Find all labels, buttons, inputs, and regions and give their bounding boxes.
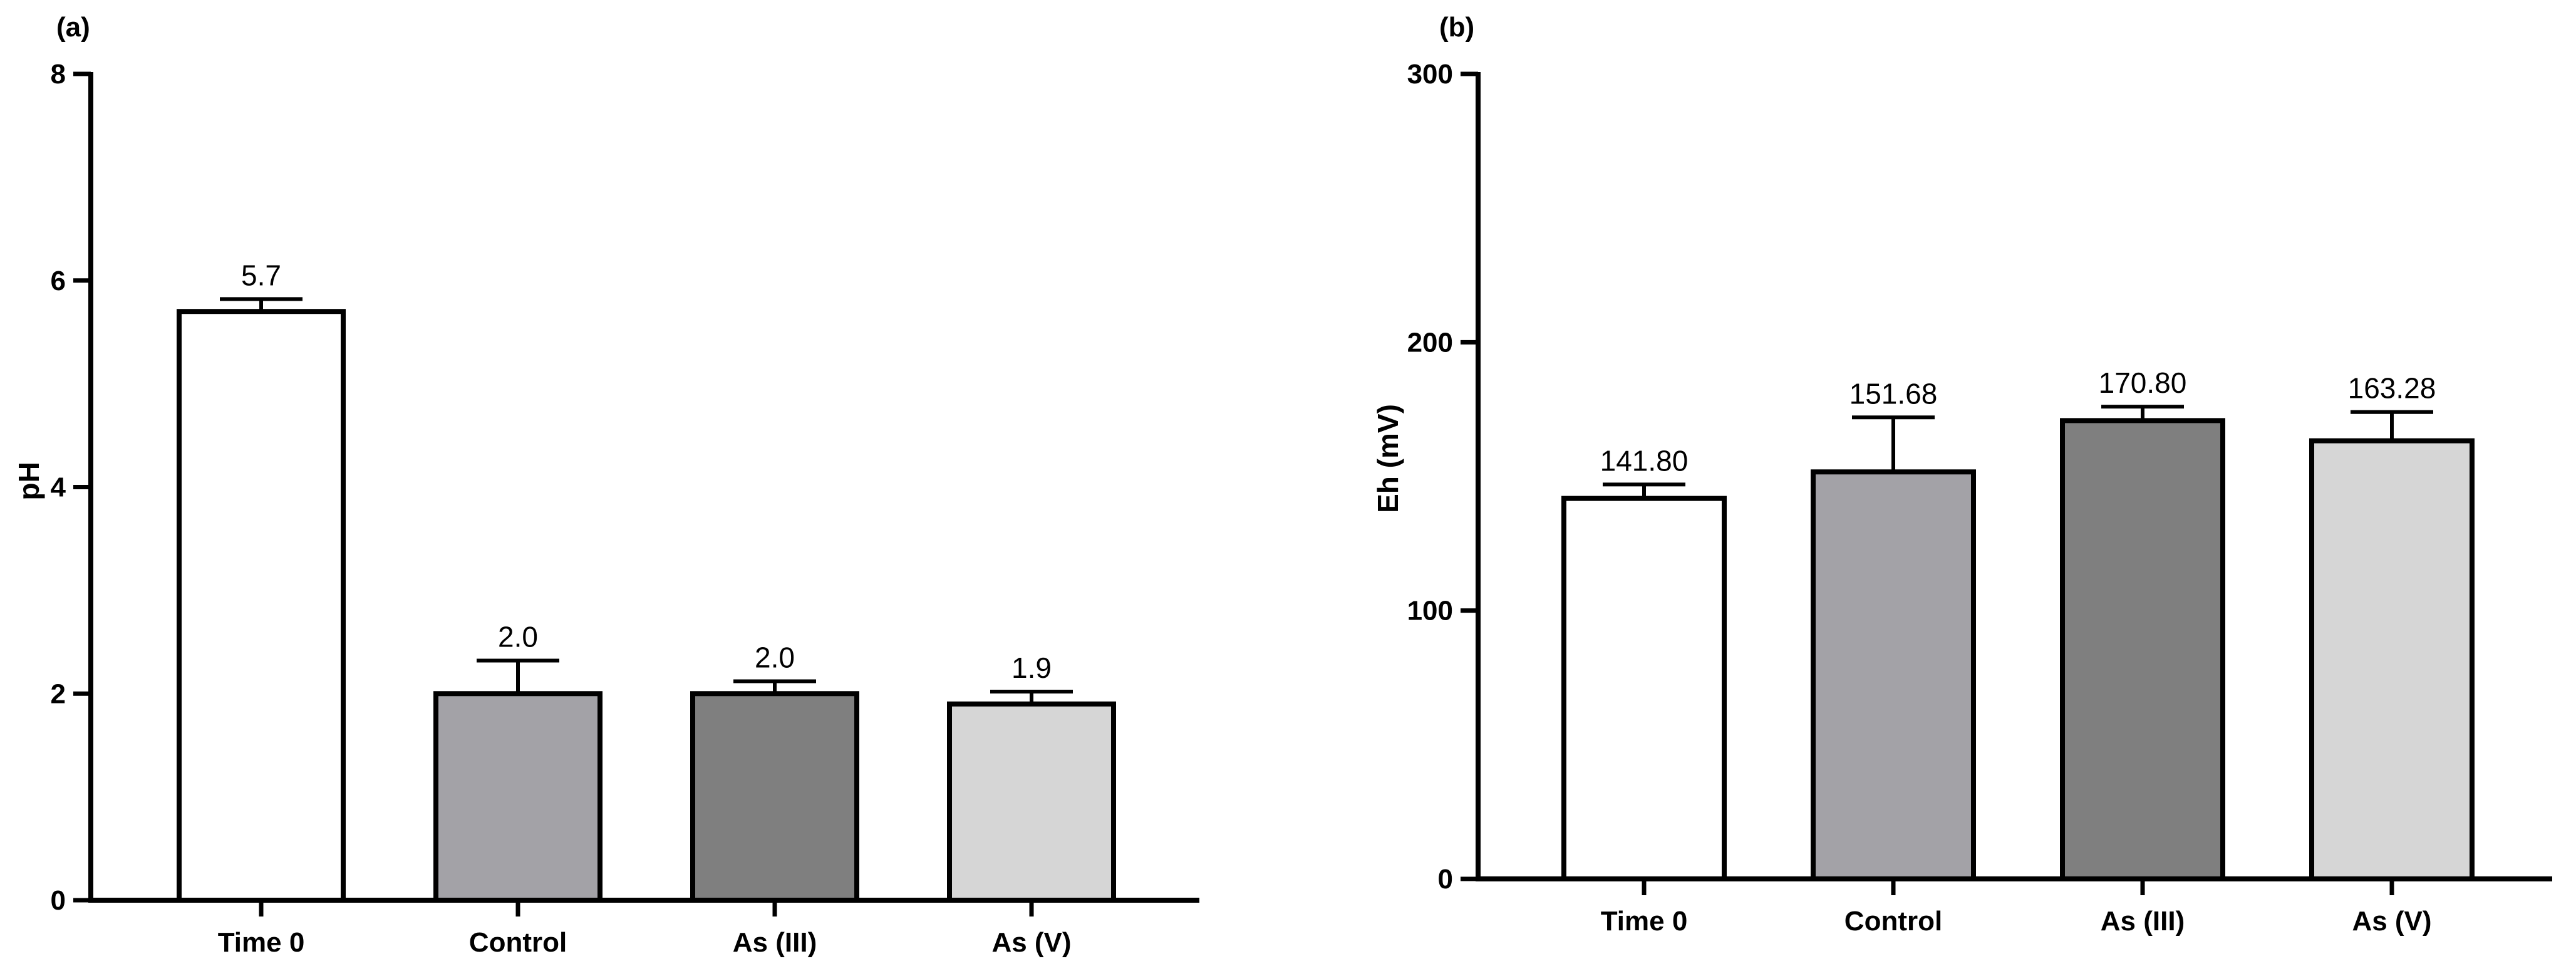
panel-a-data-label-4: 1.9 [1011, 652, 1052, 684]
panel-a-y-tick-label-3: 4 [51, 472, 66, 503]
panel-a-data-label-3: 2.0 [755, 641, 795, 673]
panel-b-bar-2 [1811, 469, 1976, 881]
panel-a-y-tick-label-1: 0 [51, 885, 66, 916]
panel-b-category-label-3: As (III) [2101, 906, 2185, 937]
panel-a-bar-1 [177, 309, 346, 903]
panel-a-bar-4 [947, 701, 1116, 903]
panel-a-bar-3 [690, 691, 859, 903]
panel-b-data-label-3: 170.80 [2099, 366, 2187, 399]
panel-a-category-label-4: As (V) [991, 927, 1071, 958]
panel-b-data-label-4: 163.28 [2348, 372, 2436, 405]
panel-a-y-tick-label-2: 2 [51, 678, 66, 709]
panel-a-data-label-1: 5.7 [241, 259, 281, 291]
panel-b-data-label-2: 151.68 [1849, 377, 1938, 410]
panel-a-y-tick-label-5: 8 [51, 59, 66, 90]
panel-a-category-label-2: Control [469, 927, 567, 958]
panel-b-category-label-4: As (V) [2352, 906, 2431, 937]
panel-b-eh-chart: (b) Eh (mV) 141.80 Time 0 151.68 Control 170… [1372, 12, 2552, 937]
panel-a-category-label-3: As (III) [733, 927, 817, 958]
panel-a-y-axis-title: pH [13, 462, 45, 500]
panel-b-bar-1 [1561, 496, 1727, 881]
panel-b-y-tick-label-1: 0 [1438, 864, 1453, 895]
panel-a-ph-chart: (a) pH 5.7 Time 0 2.0 Control 2.0 As (III) 1.9… [13, 12, 1199, 958]
panel-b-y-axis-title: Eh (mV) [1372, 404, 1404, 513]
panel-a-y-tick-label-4: 6 [51, 266, 66, 296]
panel-a-label: (a) [56, 12, 90, 43]
panel-b-bar-4 [2309, 438, 2475, 881]
panel-a-marks: 5.7 Time 0 2.0 Control 2.0 As (III) 1.9 As (V) 0… [51, 59, 1199, 958]
panel-b-label: (b) [1439, 12, 1474, 43]
panel-b-category-label-1: Time 0 [1601, 906, 1688, 937]
panel-a-category-label-1: Time 0 [218, 927, 305, 958]
panel-a-data-label-2: 2.0 [498, 620, 538, 653]
panel-b-y-tick-label-3: 200 [1407, 327, 1453, 358]
panel-b-marks: 141.80 Time 0 151.68 Control 170.80 As (III) 1… [1407, 59, 2552, 937]
panel-a-bar-2 [433, 691, 603, 903]
panel-b-y-tick-label-2: 100 [1407, 596, 1453, 626]
panel-b-bar-3 [2060, 418, 2225, 881]
panel-b-y-tick-label-4: 300 [1407, 59, 1453, 90]
panel-b-category-label-2: Control [1844, 906, 1942, 937]
panel-b-data-label-1: 141.80 [1600, 444, 1689, 477]
